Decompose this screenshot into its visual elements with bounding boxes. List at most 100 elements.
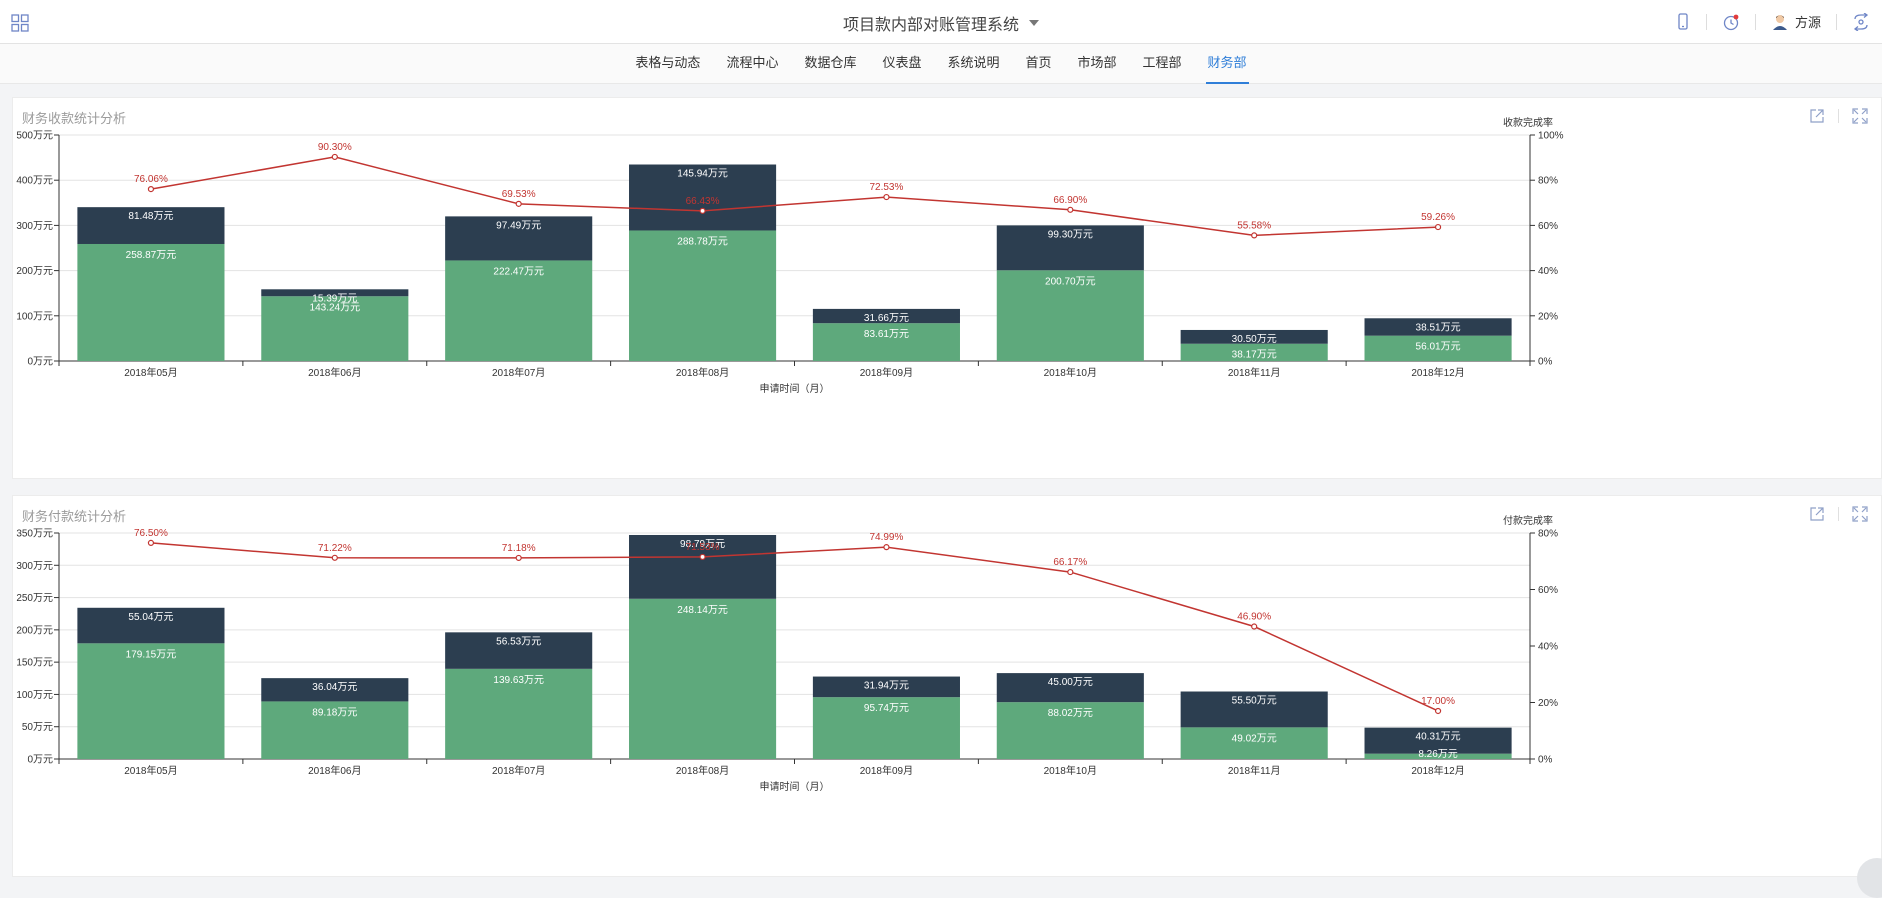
mobile-button[interactable] xyxy=(1675,12,1691,31)
y2-tick-label: 0% xyxy=(1538,357,1553,368)
y2-tick-label: 80% xyxy=(1538,176,1558,187)
bar-completed xyxy=(261,296,409,361)
bar-completed xyxy=(77,643,225,759)
rate-line xyxy=(150,156,1439,237)
bar-completed-label: 49.02万元 xyxy=(1232,733,1277,744)
y-tick-label: 200万元 xyxy=(16,625,53,636)
rate-point xyxy=(883,544,890,551)
rate-label: 90.30% xyxy=(318,142,352,153)
bar-remaining xyxy=(261,289,409,297)
x-tick-label: 2018年07月 xyxy=(492,366,545,379)
app-grid-icon[interactable] xyxy=(11,14,29,32)
tab-system-guide[interactable]: 系统说明 xyxy=(947,55,1000,70)
bar-remaining-label: 55.04万元 xyxy=(128,612,173,623)
tab-dashboard[interactable]: 仪表盘 xyxy=(882,55,922,70)
bar-remaining xyxy=(1180,329,1328,344)
y-tick-label: 250万元 xyxy=(16,593,53,604)
x-tick-label: 2018年06月 xyxy=(308,366,361,379)
rate-point xyxy=(1251,232,1258,239)
bar-completed xyxy=(1180,727,1328,759)
bar-completed xyxy=(629,598,777,759)
bar-remaining xyxy=(1180,691,1328,728)
bar-completed xyxy=(261,701,409,759)
bar-completed-label: 88.02万元 xyxy=(1048,708,1093,719)
tab-home[interactable]: 首页 xyxy=(1025,55,1052,70)
rate-line xyxy=(150,542,1439,712)
bar-completed-label: 258.87万元 xyxy=(126,250,177,261)
notification-button[interactable] xyxy=(1722,13,1740,31)
panel-actions xyxy=(1808,505,1869,523)
rate-point xyxy=(1067,568,1074,576)
rate-label: 46.90% xyxy=(1237,612,1271,623)
x-tick-label: 2018年08月 xyxy=(676,764,729,777)
rate-label: 71.53% xyxy=(686,542,720,553)
top-bar: 项目款内部对账管理系统 方源 xyxy=(0,0,1882,44)
y-tick-label: 300万元 xyxy=(16,221,53,232)
rate-point xyxy=(699,553,706,561)
avatar xyxy=(1772,14,1787,30)
x-tick-label: 2018年09月 xyxy=(860,366,913,379)
rate-label: 71.18% xyxy=(502,543,536,554)
user-name: 方源 xyxy=(1794,15,1821,30)
divider xyxy=(1838,507,1839,521)
rate-point xyxy=(331,554,338,561)
tab-data-warehouse[interactable]: 数据仓库 xyxy=(804,55,857,70)
bar-remaining-label: 55.50万元 xyxy=(1232,696,1277,707)
y-tick-label: 300万元 xyxy=(16,561,53,572)
panel-actions xyxy=(1808,107,1869,125)
rate-label: 71.22% xyxy=(318,543,352,554)
bar-completed-label: 222.47万元 xyxy=(493,266,544,277)
bar-completed-label: 288.78万元 xyxy=(677,236,728,247)
bar-remaining-label: 36.04万元 xyxy=(312,682,357,693)
y-tick-label: 150万元 xyxy=(16,658,53,669)
fullscreen-icon[interactable] xyxy=(1851,107,1869,125)
bar-completed-label: 143.24万元 xyxy=(310,302,361,313)
switch-button[interactable] xyxy=(1852,12,1870,31)
rate-point xyxy=(1434,707,1442,715)
rate-label: 66.43% xyxy=(686,196,720,207)
user-menu[interactable]: 方源 xyxy=(1771,12,1821,31)
x-axis-name: 申请时间（月） xyxy=(760,780,830,793)
tab-finance[interactable]: 财务部 xyxy=(1195,45,1260,84)
fullscreen-icon[interactable] xyxy=(1851,505,1869,523)
y-tick-label: 400万元 xyxy=(16,176,53,187)
bar-completed xyxy=(445,260,593,361)
bar-remaining xyxy=(996,673,1144,703)
tab-engineering[interactable]: 工程部 xyxy=(1142,55,1182,70)
bar-completed xyxy=(812,323,960,361)
y-tick-label: 50万元 xyxy=(22,722,53,733)
bar-remaining-label: 45.00万元 xyxy=(1048,677,1093,688)
open-external-icon[interactable] xyxy=(1808,505,1826,523)
bar-remaining xyxy=(1364,318,1512,336)
bar-remaining xyxy=(1364,727,1512,754)
rate-point xyxy=(147,539,155,546)
tab-marketing[interactable]: 市场部 xyxy=(1077,55,1117,70)
system-switcher[interactable]: 项目款内部对账管理系统 xyxy=(843,11,1039,35)
y-tick-label: 100万元 xyxy=(16,311,53,322)
main-nav: 表格与动态 流程中心 数据仓库 仪表盘 系统说明 首页 市场部 工程部 财务部 xyxy=(0,44,1882,84)
payment-chart-panel: 财务付款统计分析 0万元 50万元 100万元 150万元 200万元 250万元 300万… xyxy=(12,495,1882,877)
bar-completed xyxy=(1364,335,1512,361)
panel-title: 财务付款统计分析 xyxy=(22,509,127,524)
rate-label: 66.90% xyxy=(1053,195,1087,206)
y-tick-label: 500万元 xyxy=(16,131,53,142)
rate-label: 76.06% xyxy=(134,174,168,185)
y2-tick-label: 80% xyxy=(1538,529,1558,540)
divider xyxy=(1838,109,1839,123)
y2-tick-label: 20% xyxy=(1538,311,1558,322)
tab-tables-and-activity[interactable]: 表格与动态 xyxy=(635,55,701,70)
y-tick-label: 200万元 xyxy=(16,266,53,277)
bar-completed-label: 200.70万元 xyxy=(1045,276,1096,287)
bar-completed-label: 56.01万元 xyxy=(1416,342,1461,353)
bar-completed-label: 139.63万元 xyxy=(493,675,544,686)
y2-axis-name: 付款完成率 xyxy=(1503,514,1553,527)
open-external-icon[interactable] xyxy=(1808,107,1826,125)
bar-completed xyxy=(812,697,960,759)
mobile-icon xyxy=(1678,12,1688,30)
x-tick-label: 2018年06月 xyxy=(308,764,361,777)
bar-remaining xyxy=(629,534,777,599)
tab-workflow-center[interactable]: 流程中心 xyxy=(726,55,779,70)
x-tick-label: 2018年10月 xyxy=(1044,764,1097,777)
bar-completed-label: 179.15万元 xyxy=(126,649,177,660)
bar-completed-label: 248.14万元 xyxy=(677,605,728,616)
